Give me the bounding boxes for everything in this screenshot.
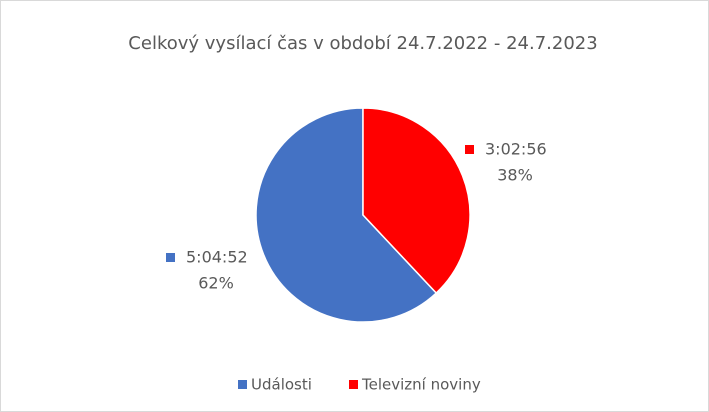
legend-swatch [238,380,247,389]
chart-title: Celkový vysílací čas v období 24.7.2022 … [128,33,597,54]
legend-label: Televizní noviny [361,376,481,394]
legend-label: Události [251,376,312,394]
data-label-duration: 3:02:56 [485,140,547,159]
data-label-percent: 38% [497,166,533,185]
pie-slice [255,107,438,323]
legend-swatch [349,380,358,389]
pie-slice [362,107,471,295]
data-label-percent: 62% [198,274,234,293]
data-label-duration: 5:04:52 [186,248,248,267]
label-key [465,145,474,154]
label-key [166,253,175,262]
